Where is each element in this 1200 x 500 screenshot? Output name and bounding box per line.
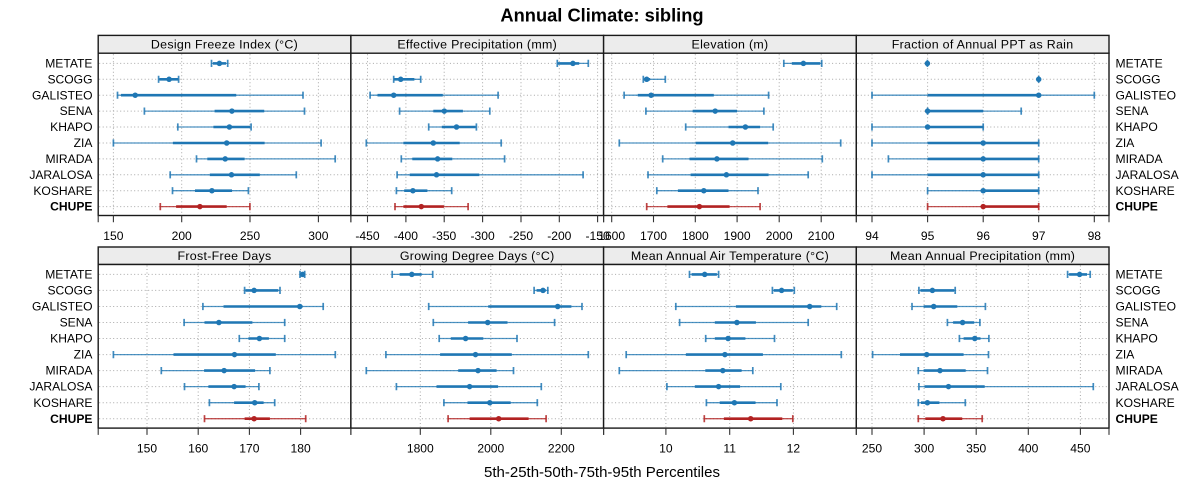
svg-text:KHAPO: KHAPO <box>50 332 92 346</box>
svg-text:5th-25th-50th-75th-95th Percen: 5th-25th-50th-75th-95th Percentiles <box>484 464 720 481</box>
svg-text:Effective Precipitation (mm): Effective Precipitation (mm) <box>397 37 557 51</box>
svg-text:Mean Annual Precipitation (mm): Mean Annual Precipitation (mm) <box>890 249 1075 263</box>
svg-text:METATE: METATE <box>45 57 92 71</box>
svg-text:GALISTEO: GALISTEO <box>32 300 93 314</box>
svg-text:KOSHARE: KOSHARE <box>1116 396 1175 410</box>
svg-text:KOSHARE: KOSHARE <box>1116 184 1175 198</box>
svg-text:1900: 1900 <box>724 229 751 243</box>
svg-text:2000: 2000 <box>766 229 793 243</box>
svg-text:250: 250 <box>240 229 260 243</box>
svg-text:Annual Climate: sibling: Annual Climate: sibling <box>500 5 703 26</box>
svg-text:CHUPE: CHUPE <box>50 200 92 214</box>
svg-text:Design Freeze Index (°C): Design Freeze Index (°C) <box>151 37 298 51</box>
svg-text:350: 350 <box>966 441 986 455</box>
svg-text:MIRADA: MIRADA <box>45 364 93 378</box>
svg-text:-300: -300 <box>470 229 494 243</box>
svg-text:GALISTEO: GALISTEO <box>1116 88 1177 102</box>
svg-text:Mean Annual Air Temperature (°: Mean Annual Air Temperature (°C) <box>631 249 829 263</box>
svg-text:MIRADA: MIRADA <box>45 152 93 166</box>
svg-text:METATE: METATE <box>1116 268 1163 282</box>
svg-text:96: 96 <box>976 229 990 243</box>
svg-text:JARALOSA: JARALOSA <box>1116 380 1180 394</box>
svg-text:SCOGG: SCOGG <box>1116 284 1161 298</box>
svg-text:-200: -200 <box>547 229 571 243</box>
svg-text:ZIA: ZIA <box>74 136 94 150</box>
svg-text:-450: -450 <box>355 229 379 243</box>
svg-text:1800: 1800 <box>682 229 709 243</box>
svg-text:-150: -150 <box>585 229 609 243</box>
svg-text:GALISTEO: GALISTEO <box>1116 300 1177 314</box>
svg-text:150: 150 <box>103 229 123 243</box>
svg-text:KHAPO: KHAPO <box>1116 120 1158 134</box>
svg-text:SCOGG: SCOGG <box>47 72 92 86</box>
svg-text:1800: 1800 <box>407 441 434 455</box>
svg-text:JARALOSA: JARALOSA <box>29 380 93 394</box>
svg-text:CHUPE: CHUPE <box>50 412 92 426</box>
svg-text:SENA: SENA <box>1116 104 1150 118</box>
svg-text:98: 98 <box>1088 229 1102 243</box>
svg-text:SENA: SENA <box>60 104 94 118</box>
svg-text:-250: -250 <box>509 229 533 243</box>
svg-text:94: 94 <box>865 229 879 243</box>
svg-text:METATE: METATE <box>1116 57 1163 71</box>
svg-text:ZIA: ZIA <box>1116 136 1136 150</box>
svg-text:300: 300 <box>914 441 934 455</box>
svg-text:150: 150 <box>137 441 157 455</box>
svg-text:SENA: SENA <box>1116 316 1150 330</box>
svg-text:CHUPE: CHUPE <box>1116 412 1158 426</box>
svg-text:Frost-Free Days: Frost-Free Days <box>178 249 272 263</box>
svg-text:SENA: SENA <box>60 316 94 330</box>
svg-text:2000: 2000 <box>477 441 504 455</box>
svg-text:97: 97 <box>1032 229 1046 243</box>
svg-text:KOSHARE: KOSHARE <box>33 396 92 410</box>
svg-text:10: 10 <box>659 441 673 455</box>
svg-text:450: 450 <box>1070 441 1090 455</box>
svg-text:-350: -350 <box>432 229 456 243</box>
svg-text:MIRADA: MIRADA <box>1116 152 1164 166</box>
svg-text:MIRADA: MIRADA <box>1116 364 1164 378</box>
svg-text:Elevation (m): Elevation (m) <box>692 37 769 51</box>
svg-text:2200: 2200 <box>548 441 575 455</box>
svg-text:METATE: METATE <box>45 268 92 282</box>
svg-text:JARALOSA: JARALOSA <box>29 168 93 182</box>
svg-text:ZIA: ZIA <box>1116 348 1136 362</box>
svg-text:Fraction of Annual PPT as Rain: Fraction of Annual PPT as Rain <box>892 37 1074 51</box>
svg-text:160: 160 <box>188 441 208 455</box>
svg-text:200: 200 <box>172 229 192 243</box>
svg-text:12: 12 <box>787 441 801 455</box>
svg-text:250: 250 <box>862 441 882 455</box>
svg-text:95: 95 <box>921 229 935 243</box>
svg-text:KOSHARE: KOSHARE <box>33 184 92 198</box>
svg-text:300: 300 <box>308 229 328 243</box>
svg-text:KHAPO: KHAPO <box>1116 332 1158 346</box>
svg-text:SCOGG: SCOGG <box>1116 72 1161 86</box>
svg-text:ZIA: ZIA <box>74 348 94 362</box>
svg-text:SCOGG: SCOGG <box>47 284 92 298</box>
svg-text:2100: 2100 <box>808 229 835 243</box>
svg-text:400: 400 <box>1018 441 1038 455</box>
svg-text:170: 170 <box>239 441 259 455</box>
svg-text:CHUPE: CHUPE <box>1116 200 1158 214</box>
svg-text:11: 11 <box>723 441 736 455</box>
svg-text:Growing Degree Days (°C): Growing Degree Days (°C) <box>400 249 555 263</box>
svg-text:180: 180 <box>291 441 311 455</box>
svg-text:JARALOSA: JARALOSA <box>1116 168 1180 182</box>
svg-text:GALISTEO: GALISTEO <box>32 88 93 102</box>
svg-text:1700: 1700 <box>640 229 667 243</box>
svg-text:-400: -400 <box>394 229 418 243</box>
svg-text:1600: 1600 <box>598 229 625 243</box>
svg-text:KHAPO: KHAPO <box>50 120 92 134</box>
